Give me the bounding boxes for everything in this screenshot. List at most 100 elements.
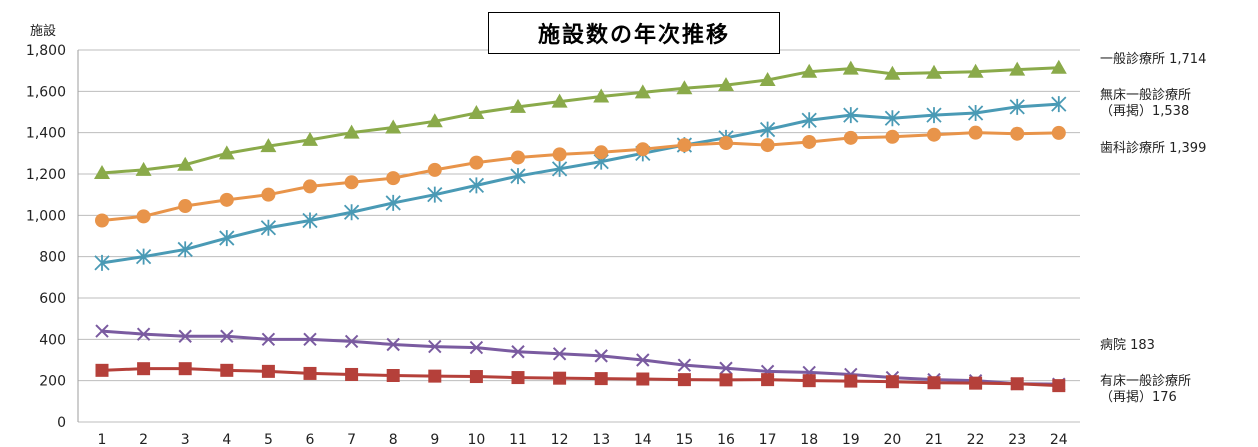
data-point	[759, 71, 776, 86]
x-tick-label: 17	[759, 432, 777, 447]
data-point	[926, 64, 942, 79]
data-point	[469, 155, 484, 170]
series-line	[101, 131, 1059, 222]
data-point	[177, 241, 193, 258]
data-point	[553, 371, 567, 385]
y-axis-label: 施設	[30, 24, 57, 39]
x-tick-label: 11	[509, 432, 527, 447]
y-tick-label: 0	[57, 415, 66, 431]
x-tick-label: 7	[347, 432, 356, 447]
data-point	[759, 121, 776, 138]
x-tick-label: 19	[842, 432, 860, 447]
annotation-shika-shinryosho: 歯科診療所 1,399	[1100, 141, 1207, 156]
data-point	[510, 168, 526, 185]
data-point	[136, 209, 151, 224]
x-tick-label: 3	[181, 432, 190, 447]
data-point	[428, 339, 442, 354]
data-point	[219, 192, 234, 207]
data-point	[511, 345, 525, 359]
data-point	[969, 376, 983, 390]
series-line	[101, 329, 1059, 386]
y-tick-label: 1,800	[26, 43, 66, 59]
data-point	[303, 332, 317, 347]
y-tick-label: 400	[39, 332, 66, 348]
data-point	[94, 164, 110, 179]
data-point	[95, 213, 109, 228]
data-point	[302, 131, 318, 146]
data-point	[636, 353, 650, 367]
data-point	[843, 107, 859, 124]
x-tick-label: 4	[222, 432, 231, 447]
data-point	[634, 84, 651, 99]
data-point	[760, 138, 775, 153]
y-tick-label: 1,200	[26, 167, 66, 183]
data-point	[802, 134, 817, 149]
data-point	[220, 329, 234, 343]
data-point	[885, 375, 899, 389]
data-point	[926, 107, 942, 124]
data-point	[426, 113, 443, 128]
x-tick-label: 23	[1008, 432, 1026, 447]
chart-title: 施設数の年次推移	[488, 12, 780, 54]
data-point	[719, 361, 733, 375]
y-tick-label: 1,000	[26, 208, 66, 224]
data-point	[260, 219, 277, 236]
data-point	[927, 127, 941, 142]
data-point	[95, 363, 109, 377]
x-tick-label: 22	[967, 432, 985, 447]
y-tick-label: 800	[39, 250, 66, 266]
data-point	[218, 145, 235, 160]
data-point	[343, 124, 360, 139]
data-point	[386, 369, 400, 382]
data-point	[178, 199, 193, 214]
x-tick-label: 14	[634, 432, 652, 447]
annotation-yushou-ippan-shinryosho: 有床一般診療所 （再掲）176	[1100, 374, 1192, 405]
data-point	[135, 161, 152, 176]
data-point	[1010, 126, 1025, 141]
data-point	[386, 171, 401, 186]
annotation-mushou-ippan-shinryosho: 無床一般診療所 （再掲）1,538	[1100, 88, 1192, 119]
y-tick-label: 1,600	[26, 84, 66, 100]
data-point	[95, 324, 109, 338]
data-point	[844, 374, 858, 388]
data-point	[137, 362, 151, 376]
x-tick-label: 6	[306, 432, 315, 447]
data-point	[344, 175, 359, 190]
x-tick-label: 2	[139, 432, 148, 447]
data-point	[386, 337, 400, 352]
x-tick-label: 9	[430, 432, 439, 447]
y-tick-label: 200	[39, 374, 66, 390]
data-point	[802, 374, 816, 388]
data-point	[927, 376, 941, 390]
x-tick-label: 24	[1050, 432, 1068, 447]
x-tick-label: 18	[800, 432, 818, 447]
data-point	[594, 372, 608, 386]
data-point	[468, 105, 485, 120]
data-point	[260, 138, 277, 153]
data-point	[511, 150, 525, 165]
data-point	[885, 129, 900, 144]
data-point	[761, 373, 775, 387]
data-point	[469, 370, 483, 384]
data-point	[594, 349, 608, 363]
x-tick-label: 16	[717, 432, 735, 447]
data-point	[801, 112, 817, 129]
data-point	[343, 204, 360, 221]
data-point	[178, 362, 192, 376]
y-tick-label: 1,400	[26, 126, 66, 142]
data-point	[219, 230, 235, 247]
data-point	[884, 65, 901, 80]
data-point	[676, 80, 693, 95]
data-point	[884, 110, 901, 127]
data-point	[344, 334, 359, 349]
data-point	[636, 372, 650, 386]
series-line	[101, 66, 1059, 175]
data-point	[842, 60, 859, 75]
data-point	[177, 156, 194, 171]
data-point	[552, 347, 567, 361]
data-point	[345, 367, 359, 381]
data-point	[136, 327, 151, 341]
data-point	[385, 194, 401, 211]
data-point	[427, 186, 443, 203]
annotation-byoin: 病院 183	[1100, 338, 1155, 353]
